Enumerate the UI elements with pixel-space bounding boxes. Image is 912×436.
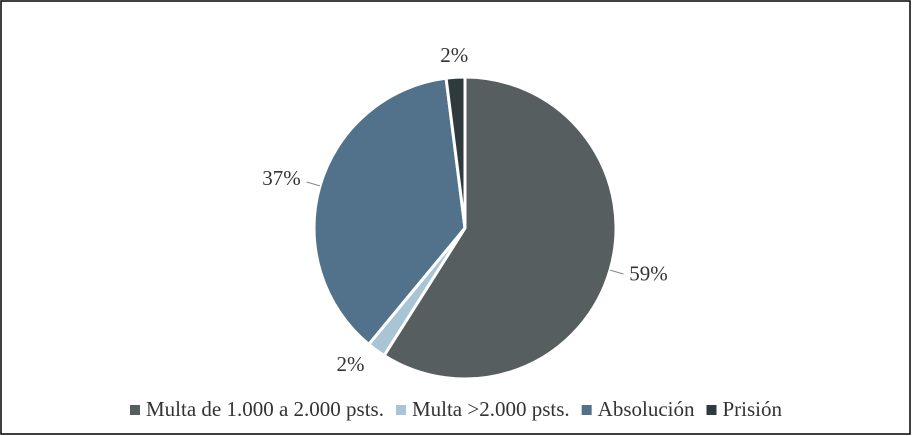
legend-label: Multa >2.000 psts.	[412, 397, 570, 421]
leader-line	[306, 181, 321, 187]
legend-label: Multa de 1.000 a 2.000 psts.	[146, 397, 384, 421]
pie-slice	[444, 75, 467, 229]
legend-swatch	[581, 405, 592, 415]
pie-slice	[382, 75, 618, 381]
legend-swatch	[129, 405, 140, 415]
pie-slice	[312, 76, 467, 347]
legend-swatch	[706, 405, 717, 415]
legend-label: Absolución	[598, 397, 695, 421]
data-label: 59%	[629, 262, 668, 286]
legend-swatch	[395, 405, 406, 415]
data-label: 37%	[262, 166, 301, 190]
legend-label: Prisión	[722, 397, 782, 421]
data-label: 2%	[336, 352, 364, 376]
data-label: 2%	[440, 43, 468, 67]
leader-line	[609, 269, 624, 275]
